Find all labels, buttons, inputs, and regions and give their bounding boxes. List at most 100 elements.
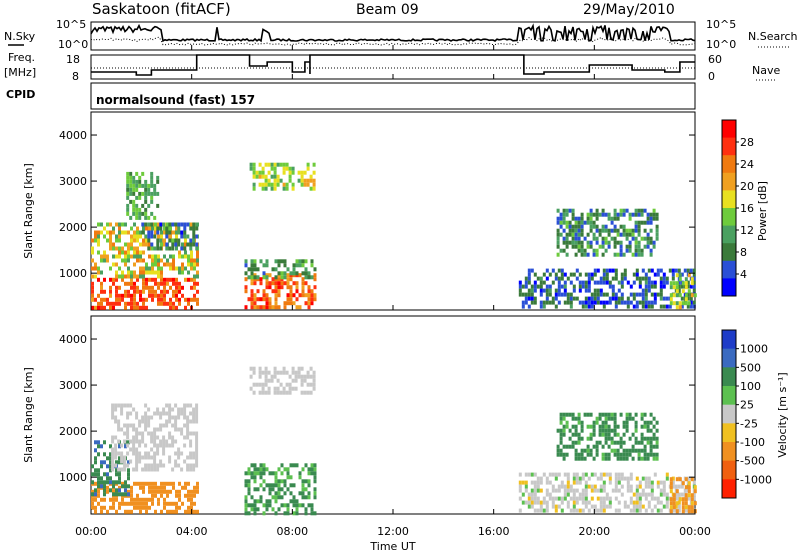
echo-cell [637, 240, 641, 245]
echo-cell [295, 263, 299, 268]
echo-cell [177, 447, 181, 452]
echo-cell [593, 292, 597, 297]
echo-cell [521, 480, 525, 485]
echo-cell [106, 456, 109, 461]
echo-cell [268, 305, 272, 310]
echo-cell [300, 374, 304, 379]
echo-cell [265, 499, 269, 504]
echo-cell [637, 244, 641, 249]
echo-cell [142, 485, 145, 490]
echo-cell [250, 293, 254, 298]
echo-cell [130, 238, 133, 243]
echo-cell [124, 222, 127, 227]
echo-cell [132, 191, 136, 196]
echo-cell [608, 284, 612, 289]
echo-cell [126, 415, 130, 420]
echo-cell [300, 366, 304, 371]
echo-cell [144, 179, 148, 184]
echo-cell [646, 420, 650, 425]
echo-cell [163, 505, 166, 510]
echo-cell [264, 390, 268, 395]
echo-cell [121, 293, 124, 298]
echo-cell [646, 220, 650, 225]
echo-cell [568, 412, 572, 417]
echo-cell [159, 246, 163, 251]
echo-cell [195, 455, 199, 460]
echo-cell [571, 236, 575, 241]
echo-cell [592, 232, 596, 237]
echo-cell [247, 275, 251, 280]
search-right-label: N.Search [748, 30, 798, 43]
echo-cell [313, 277, 317, 282]
echo-cell [686, 268, 690, 273]
power-echoes [91, 162, 697, 310]
echo-cell [163, 242, 166, 247]
echo-cell [127, 250, 130, 255]
echo-cell [277, 277, 281, 282]
echo-cell [253, 267, 257, 272]
echo-cell [115, 254, 118, 259]
echo-cell [286, 277, 290, 282]
echo-cell [641, 288, 645, 293]
echo-cell [652, 212, 656, 217]
echo-cell [649, 220, 653, 225]
echo-cell [97, 476, 100, 481]
echo-cell [599, 276, 603, 281]
echo-cell [244, 271, 248, 276]
echo-cell [147, 415, 151, 420]
echo-cell [171, 435, 175, 440]
echo-cell [130, 489, 133, 494]
echo-cell [253, 463, 257, 468]
echo-cell [265, 263, 269, 268]
echo-cell [264, 382, 268, 387]
echo-cell [571, 424, 575, 429]
echo-cell [289, 499, 293, 504]
echo-cell [177, 226, 181, 231]
echo-cell [249, 166, 253, 171]
echo-cell [683, 508, 687, 513]
echo-cell [562, 424, 566, 429]
echo-cell [578, 496, 582, 501]
echo-cell [678, 277, 682, 282]
echo-cell [111, 439, 115, 444]
echo-cell [589, 448, 593, 453]
echo-cell [590, 296, 594, 301]
echo-cell [644, 508, 648, 513]
echo-cell [262, 263, 266, 268]
echo-cell [554, 472, 558, 477]
echo-cell [638, 292, 642, 297]
echo-cell [294, 374, 298, 379]
echo-cell [148, 270, 151, 275]
echo-cell [575, 480, 579, 485]
echo-cell [620, 276, 624, 281]
echo-cell [162, 463, 166, 468]
echo-cell [574, 252, 578, 257]
echo-cell [133, 246, 136, 251]
echo-cell [584, 500, 588, 505]
echo-cell [303, 390, 307, 395]
echo-cell [154, 481, 157, 486]
echo-cell [524, 300, 528, 305]
echo-cell [184, 509, 187, 514]
echo-cell [144, 411, 148, 416]
echo-cell [655, 452, 659, 457]
echo-cell [154, 289, 157, 294]
echo-cell [628, 244, 632, 249]
echo-cell [280, 479, 284, 484]
echo-cell [252, 366, 256, 371]
echo-cell [189, 411, 193, 416]
echo-cell [286, 293, 290, 298]
echo-cell [273, 386, 277, 391]
echo-cell [581, 304, 585, 309]
echo-cell [289, 293, 293, 298]
echo-cell [193, 509, 196, 514]
echo-cell [165, 246, 169, 251]
echo-cell [244, 507, 248, 512]
echo-cell [521, 304, 525, 309]
echo-cell [127, 258, 130, 263]
echo-cell [135, 215, 139, 220]
echo-cell [686, 476, 690, 481]
echo-cell [684, 285, 688, 290]
echo-cell [566, 484, 570, 489]
echo-cell [175, 293, 178, 298]
